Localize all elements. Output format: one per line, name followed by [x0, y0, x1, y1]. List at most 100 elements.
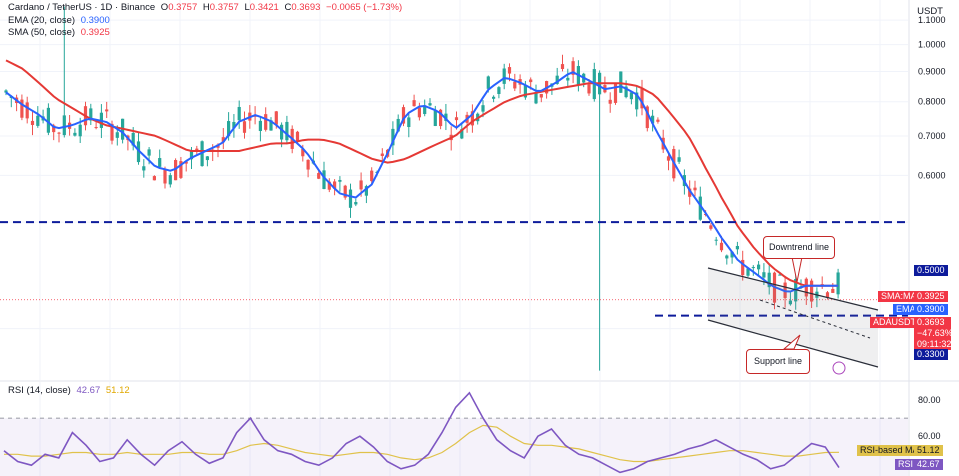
ema-legend-label: EMA (20, close)	[8, 15, 76, 26]
candle-body	[423, 105, 427, 115]
candle-body	[825, 292, 830, 298]
candle-body	[396, 118, 400, 132]
sma-legend[interactable]: SMA (50, close) 0.3925	[8, 27, 110, 38]
candle-body	[507, 67, 512, 74]
ema-tag: EMA	[893, 304, 919, 315]
candle-body	[751, 267, 755, 269]
pair-price-box: 0.3693 −47.63% 09:11:32	[914, 317, 953, 350]
candle-body	[735, 245, 739, 250]
ema-line	[5, 71, 839, 293]
ema-legend-value: 0.3900	[80, 15, 110, 26]
price-tick-label: 1.0000	[918, 40, 946, 50]
candle-body	[486, 76, 490, 89]
candle-body	[460, 129, 464, 139]
candle-body	[205, 156, 209, 161]
candle-body	[57, 132, 61, 134]
candle-body	[158, 158, 162, 167]
currency-label: USDT	[917, 6, 943, 17]
candle-body	[36, 115, 40, 126]
candle-body	[306, 159, 310, 170]
candle-body	[831, 288, 835, 293]
channel-midline	[759, 299, 871, 339]
rsi-legend[interactable]: RSI (14, close) 42.67 51.12	[8, 385, 130, 396]
ohlc-open: O0.3757	[160, 2, 198, 13]
candle-body	[741, 259, 745, 276]
price-tick-label: 0.6000	[918, 170, 946, 180]
rsi-tick-label: 80.00	[918, 395, 941, 405]
candle-body	[635, 92, 639, 110]
candle-body	[778, 274, 782, 276]
candle-body	[4, 90, 8, 93]
candle-body	[168, 175, 172, 185]
candle-body	[746, 268, 750, 276]
candle-body	[555, 75, 559, 84]
price-tick-label: 0.9000	[918, 67, 946, 77]
candle-body	[439, 109, 443, 127]
candle-body	[274, 111, 278, 125]
candle-body	[115, 132, 119, 138]
candle-body	[767, 272, 771, 288]
candle-body	[174, 160, 178, 181]
pair-price: 0.3693	[917, 317, 945, 327]
candle-body	[709, 225, 713, 229]
candle-body	[147, 149, 151, 156]
candle-body	[131, 132, 135, 146]
sma-legend-label: SMA (50, close)	[8, 27, 76, 38]
candle-body	[629, 92, 633, 100]
symbol-title: Cardano / TetherUS · 1D · Binance	[8, 2, 156, 13]
candle-body	[470, 111, 474, 126]
rsi-badge-value: 42.67	[914, 459, 943, 470]
candle-body	[836, 272, 840, 295]
rsi-band	[0, 417, 908, 476]
sma-ma-tag: SMA:MA	[878, 291, 920, 302]
candle-body	[258, 120, 262, 131]
candle-body	[587, 84, 591, 94]
rsi-lines	[3, 391, 840, 474]
ema-badge-value: 0.3900	[914, 304, 948, 315]
lightning-icon	[832, 361, 846, 375]
candle-body	[142, 166, 146, 171]
ohlc-high: H0.3757	[202, 2, 239, 13]
candle-body	[280, 124, 284, 140]
candle-body	[762, 272, 766, 278]
candle-body	[529, 79, 533, 83]
level-low-badge: 0.3300	[914, 349, 948, 360]
candle-body	[46, 107, 50, 133]
candle-body	[242, 121, 247, 133]
candle-body	[730, 251, 734, 258]
ohlc-change: −0.0065 (−1.73%)	[326, 2, 403, 13]
candle-body	[433, 110, 437, 127]
rsi-ma-badge-value: 51.12	[914, 445, 943, 456]
candle-body	[237, 106, 241, 121]
candle-body	[189, 150, 194, 160]
rsi-tick-label: 60.00	[918, 431, 941, 441]
rsi-legend-value: 42.67	[76, 385, 101, 396]
horizontal-levels	[0, 221, 908, 317]
candle-body	[333, 181, 337, 189]
symbol-legend[interactable]: Cardano / TetherUS · 1D · Binance O0.375…	[8, 2, 402, 13]
rsi-band-fill	[0, 418, 908, 476]
pair-tag: ADAUSDT	[870, 317, 920, 328]
candle-body	[698, 196, 702, 220]
candle-body	[624, 86, 628, 98]
candle-body	[227, 121, 231, 137]
candle-body	[417, 107, 421, 118]
sma-line	[5, 59, 839, 287]
candle-body	[370, 170, 374, 182]
candle-body	[619, 71, 623, 93]
candle-body	[454, 117, 459, 121]
candle-body	[73, 132, 77, 136]
candle-body	[688, 188, 692, 197]
candle-body	[232, 121, 236, 129]
candle-body	[523, 85, 527, 98]
candle-body	[327, 181, 331, 190]
downtrend-callout: Downtrend line	[763, 236, 835, 259]
candle-body	[348, 189, 353, 208]
candle-body	[645, 106, 649, 129]
candle-body	[566, 77, 570, 81]
rsi-axis: 60.00 80.00	[918, 395, 941, 441]
ema-legend[interactable]: EMA (20, close) 0.3900	[8, 15, 110, 26]
candle-body	[492, 96, 496, 99]
candle-body	[412, 100, 416, 107]
candle-body	[354, 202, 358, 205]
